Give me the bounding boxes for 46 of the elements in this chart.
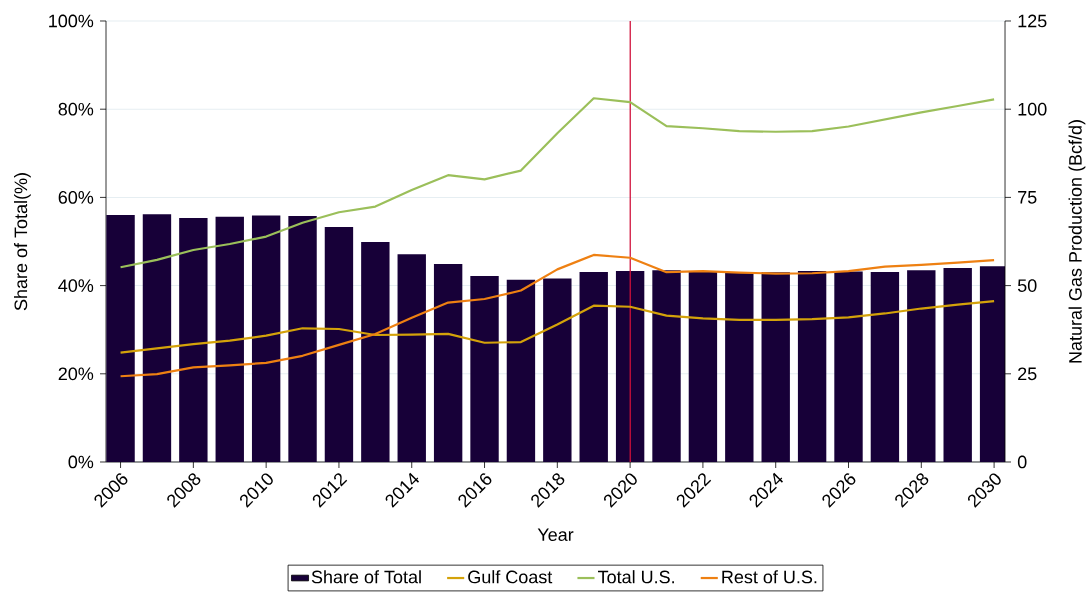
legend-label: Share of Total [311, 570, 421, 584]
legend-label: Total U.S. [598, 570, 674, 584]
y2-tick-label: 25 [1018, 367, 1037, 381]
bar [725, 272, 754, 462]
bar [215, 216, 244, 462]
bar [179, 218, 208, 462]
bar [470, 275, 499, 462]
y-tick-label: 40% [58, 279, 94, 292]
bar [106, 215, 135, 462]
y-tick-label: 80% [58, 102, 94, 116]
bar [288, 215, 317, 462]
legend-label: Gulf Coast [468, 570, 553, 584]
y2-tick-label: 100 [1018, 102, 1047, 116]
bar [142, 214, 172, 462]
x-axis-title: Year [537, 528, 574, 542]
y2-tick-label: 50 [1017, 279, 1037, 292]
bar [870, 271, 900, 462]
bar [543, 278, 572, 462]
bar [324, 226, 354, 462]
bar [943, 267, 972, 462]
bar [761, 272, 790, 462]
bar [397, 254, 426, 462]
bar [361, 241, 390, 462]
bar [506, 279, 536, 462]
line-series [119, 253, 996, 378]
y-tick-label: 100% [49, 14, 94, 28]
y-tick-label: 60% [58, 191, 94, 204]
bar [907, 270, 936, 462]
bar [251, 215, 281, 462]
y2-tick-label: 0 [1017, 455, 1027, 469]
y-tick-label: 0% [68, 455, 94, 469]
y2-tick-label: 75 [1018, 191, 1037, 204]
bar [979, 266, 1006, 462]
bar [797, 271, 827, 462]
bar [688, 271, 718, 462]
y-tick-label: 20% [58, 367, 94, 381]
y-axis-title: Share of Total(%) [14, 173, 31, 311]
bar [579, 271, 608, 462]
bar [834, 271, 863, 462]
y2-axis-title: Natural Gas Production (Bcf/d) [1068, 120, 1086, 363]
bar [652, 270, 681, 462]
line-series [119, 300, 996, 354]
bar [615, 271, 645, 462]
y2-tick-label: 125 [1018, 14, 1047, 28]
legend-label: Rest of U.S. [722, 570, 817, 584]
bar [433, 263, 463, 462]
